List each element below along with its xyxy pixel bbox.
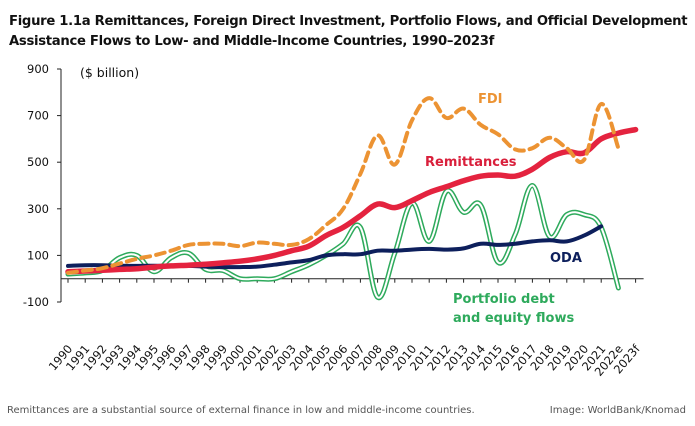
y-tick-label: -100: [23, 295, 49, 309]
portfolio-label-line-1: Portfolio debt: [453, 292, 555, 307]
fdi-line: [66, 96, 621, 275]
remittances-line: [65, 126, 639, 275]
y-tick-label: 700: [27, 109, 49, 123]
series-layer: [65, 96, 639, 300]
oda-label: ODA: [550, 251, 582, 266]
y-axis: 900 700 500 300 100 -100: [23, 62, 62, 309]
remittances-label: Remittances: [425, 155, 517, 170]
chart-title-line-1: Figure 1.1a Remittances, Foreign Direct …: [9, 14, 688, 29]
chart-title-line-2: Assistance Flows to Low- and Middle-Inco…: [9, 34, 495, 49]
fdi-label: FDI: [478, 92, 503, 107]
footer-credit: Image: WorldBank/Knomad: [549, 405, 686, 416]
y-tick-label: 500: [27, 155, 49, 169]
unit-label: ($ billion): [80, 65, 139, 80]
y-tick-label: 300: [27, 202, 49, 216]
portfolio-label-line-2: and equity flows: [453, 311, 574, 326]
y-tick-label: 100: [27, 248, 49, 262]
series-fdi: [66, 96, 621, 275]
series-remittances: [65, 126, 639, 275]
footer-caption: Remittances are a substantial source of …: [7, 405, 475, 416]
chart-title: Figure 1.1a Remittances, Foreign Direct …: [9, 12, 695, 52]
y-tick-label: 900: [27, 62, 49, 76]
